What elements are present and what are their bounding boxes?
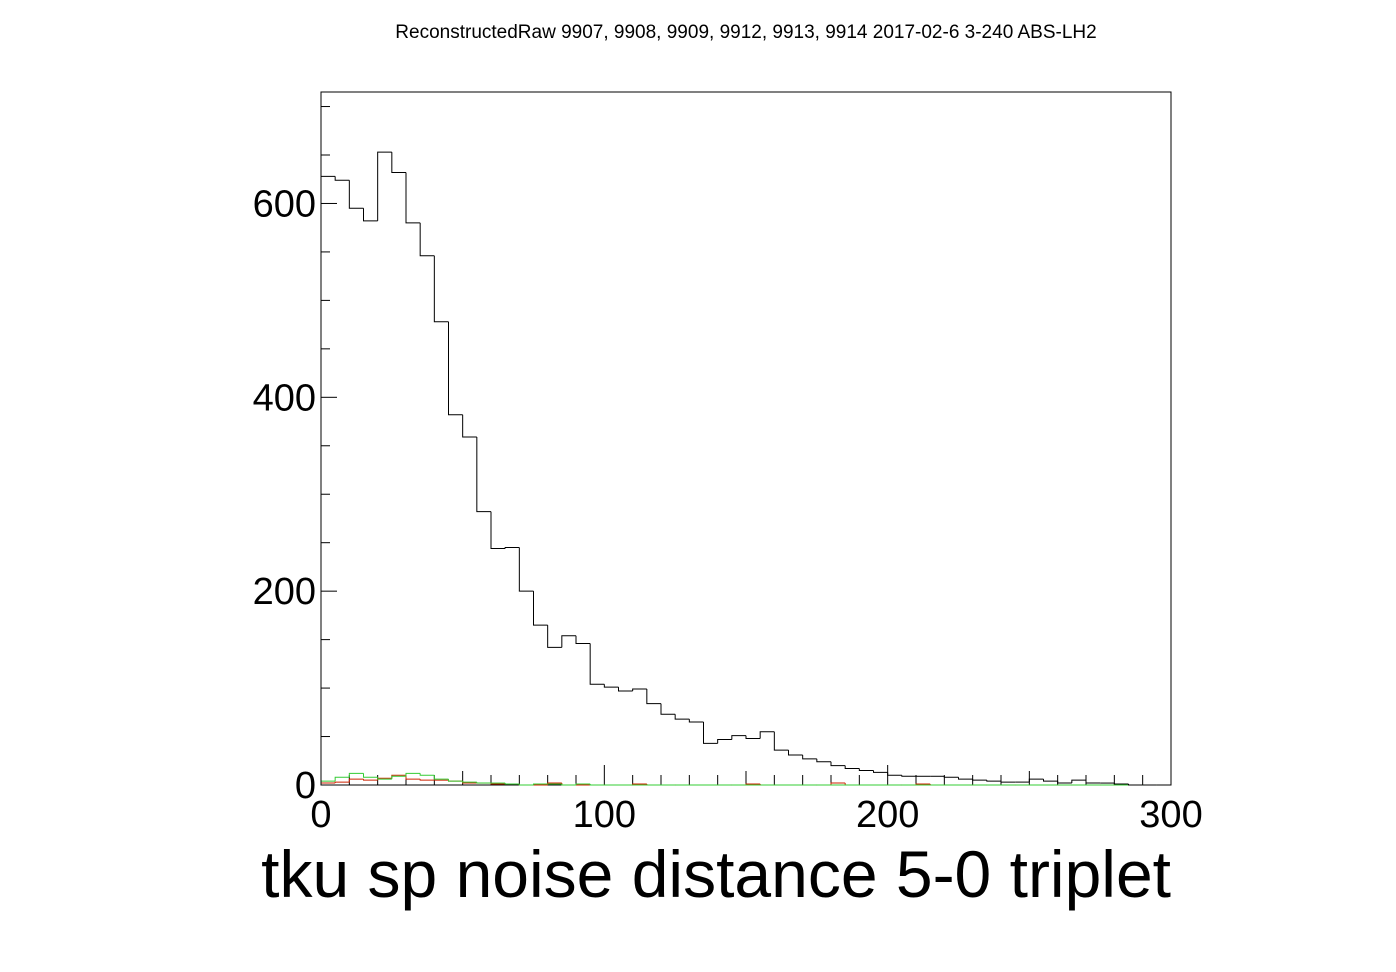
- histogram-bin: [660, 703, 676, 715]
- histogram-bin: [433, 775, 449, 780]
- histogram-bin: [518, 784, 534, 786]
- histogram-bin: [419, 222, 435, 257]
- histogram-bin: [745, 735, 761, 739]
- histogram-bin: [433, 255, 449, 323]
- histogram-bin: [816, 758, 831, 763]
- y-axis: 0 200 400 600: [253, 106, 337, 807]
- histogram-bin: [603, 684, 619, 688]
- histogram-bin: [405, 772, 421, 777]
- histogram-bin: [490, 511, 506, 550]
- histogram-bin: [448, 779, 463, 782]
- x-tick-label: 100: [573, 794, 636, 836]
- series-green: [320, 772, 1171, 786]
- histogram-bin: [575, 783, 591, 785]
- histogram-bin: [773, 731, 789, 751]
- histogram-bin: [589, 643, 605, 685]
- histogram-bin: [377, 151, 392, 221]
- histogram-bin: [348, 772, 364, 778]
- histogram-bin: [844, 765, 860, 770]
- histogram-bin: [575, 635, 591, 644]
- histogram-bin: [887, 772, 902, 776]
- x-tick-label: 0: [310, 794, 331, 836]
- histogram-bin: [363, 779, 378, 781]
- histogram-bin: [901, 775, 916, 777]
- histogram-bin: [873, 770, 888, 773]
- histogram-bin: [674, 714, 690, 720]
- histogram-bin: [348, 778, 364, 783]
- histogram-bin: [476, 437, 491, 513]
- histogram-bin: [320, 175, 336, 785]
- histogram-bin: [1128, 784, 1143, 786]
- histogram-bin: [972, 779, 987, 781]
- histogram-bin: [377, 777, 392, 780]
- histogram-bin: [589, 784, 605, 786]
- series-black: [320, 151, 1171, 786]
- y-tick-label: 600: [253, 183, 316, 225]
- histogram-bin: [618, 687, 633, 692]
- histogram-bin: [858, 768, 874, 771]
- histogram-bin: [1028, 778, 1044, 783]
- histogram-bin: [561, 784, 576, 786]
- histogram-bin: [533, 783, 548, 785]
- y-tick-label: 200: [253, 571, 316, 613]
- histogram-bin: [788, 750, 803, 756]
- histogram-series: [320, 151, 1171, 786]
- histogram-bin: [1071, 779, 1086, 784]
- histogram-bin: [703, 722, 718, 744]
- histogram-bin: [802, 754, 817, 760]
- histogram-bin: [1085, 780, 1101, 784]
- histogram-bin: [334, 176, 350, 181]
- histogram-bin: [363, 773, 378, 778]
- histogram-bin: [632, 688, 647, 691]
- y-tick-label: 400: [253, 377, 316, 419]
- histogram-bin: [830, 782, 846, 785]
- histogram-bin: [348, 180, 364, 209]
- histogram-bin: [462, 781, 477, 783]
- histogram-bin: [1113, 783, 1129, 785]
- histogram-bin: [958, 777, 973, 780]
- histogram-bin: [504, 547, 520, 549]
- histogram-bin: [731, 735, 746, 740]
- histogram-bin: [1057, 781, 1072, 784]
- histogram-bin: [830, 761, 846, 767]
- histogram-bin: [334, 781, 350, 784]
- histogram-bin: [547, 625, 562, 648]
- histogram-bin: [561, 635, 576, 648]
- histogram-bin: [363, 208, 378, 222]
- x-axis: 0 100 200 300: [310, 765, 1203, 836]
- histogram-bin: [717, 738, 732, 744]
- histogram-bin: [518, 547, 534, 592]
- y-tick-label: 0: [295, 765, 316, 807]
- histogram-bin: [462, 414, 477, 438]
- histogram-bin: [419, 773, 435, 776]
- histogram-bin: [1043, 779, 1058, 782]
- x-axis-label: tku sp noise distance 5-0 triplet: [261, 837, 1171, 911]
- x-tick-label: 300: [1139, 794, 1202, 836]
- histogram-bin: [448, 321, 463, 416]
- histogram-bin: [504, 783, 520, 785]
- histogram-bin: [688, 719, 704, 723]
- histogram-bin: [405, 172, 421, 224]
- histogram-bin: [759, 731, 775, 739]
- histogram-bin: [419, 779, 435, 781]
- histogram-bin: [391, 775, 406, 780]
- chart-title: ReconstructedRaw 9907, 9908, 9909, 9912,…: [395, 22, 1096, 43]
- histogram-bin: [476, 782, 491, 784]
- histogram-bin: [646, 689, 661, 705]
- x-tick-label: 200: [856, 794, 919, 836]
- histogram-bin: [943, 776, 959, 778]
- histogram-bin: [1000, 781, 1016, 783]
- histogram-bin: [334, 776, 350, 782]
- histogram-bin: [986, 780, 1001, 782]
- histogram-bin: [391, 152, 406, 173]
- histogram-bin: [533, 591, 548, 626]
